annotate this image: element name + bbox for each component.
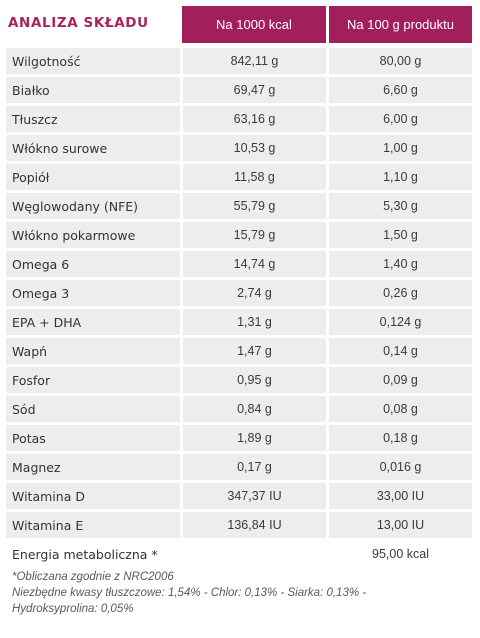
row-label: Popiół: [6, 164, 180, 190]
row-label: Omega 6: [6, 251, 180, 277]
column-header-per-1000-kcal: Na 1000 kcal: [182, 6, 326, 43]
row-label: Witamina E: [6, 512, 180, 538]
value-per-1000-kcal: 842,11 g: [183, 48, 326, 74]
row-label: Włókno surowe: [6, 135, 180, 161]
table-row: Wilgotność 842,11 g 80,00 g: [6, 48, 472, 74]
value-per-1000-kcal: 11,58 g: [183, 164, 326, 190]
row-label: Wapń: [6, 338, 180, 364]
table-row: Białko 69,47 g 6,60 g: [6, 77, 472, 103]
value-per-1000-kcal: 14,74 g: [183, 251, 326, 277]
table-row: Witamina E 136,84 IU 13,00 IU: [6, 512, 472, 538]
value-per-1000-kcal: 10,53 g: [183, 135, 326, 161]
row-label: Sód: [6, 396, 180, 422]
value-per-1000-kcal: 15,79 g: [183, 222, 326, 248]
row-label: Włókno pokarmowe: [6, 222, 180, 248]
value-per-100-g: 1,50 g: [329, 222, 472, 248]
value-per-1000-kcal: 0,84 g: [183, 396, 326, 422]
table-row: EPA + DHA 1,31 g 0,124 g: [6, 309, 472, 335]
row-label: Fosfor: [6, 367, 180, 393]
table-row: Włókno pokarmowe 15,79 g 1,50 g: [6, 222, 472, 248]
value-per-1000-kcal: 55,79 g: [183, 193, 326, 219]
row-label: Wilgotność: [6, 48, 180, 74]
footnote-hydroxyproline: Hydroksyprolina: 0,05%: [12, 603, 134, 615]
value-per-100-g: 0,09 g: [329, 367, 472, 393]
table-row: Węglowodany (NFE) 55,79 g 5,30 g: [6, 193, 472, 219]
table-row: Sód 0,84 g 0,08 g: [6, 396, 472, 422]
value-per-1000-kcal: 2,74 g: [183, 280, 326, 306]
table-body: Wilgotność 842,11 g 80,00 g Białko 69,47…: [6, 48, 472, 570]
value-per-100-g: 1,10 g: [329, 164, 472, 190]
table-row: Magnez 0,17 g 0,016 g: [6, 454, 472, 480]
value-per-100-g: 13,00 IU: [329, 512, 472, 538]
row-label: Węglowodany (NFE): [6, 193, 180, 219]
table-row-energy: Energia metaboliczna * 95,00 kcal: [6, 541, 472, 567]
table-row: Popiół 11,58 g 1,10 g: [6, 164, 472, 190]
column-header-per-100-g: Na 100 g produktu: [329, 6, 472, 43]
table-title: ANALIZA SKŁADU: [8, 15, 149, 31]
value-per-1000-kcal: 0,17 g: [183, 454, 326, 480]
value-per-100-g: 0,14 g: [329, 338, 472, 364]
value-per-1000-kcal: 347,37 IU: [183, 483, 326, 509]
value-per-100-g: 1,40 g: [329, 251, 472, 277]
value-per-1000-kcal: [183, 541, 326, 567]
value-per-1000-kcal: 1,31 g: [183, 309, 326, 335]
table-header: ANALIZA SKŁADU Na 1000 kcal Na 100 g pro…: [0, 6, 480, 43]
table-row: Omega 6 14,74 g 1,40 g: [6, 251, 472, 277]
value-per-100-g: 0,08 g: [329, 396, 472, 422]
table-row: Włókno surowe 10,53 g 1,00 g: [6, 135, 472, 161]
value-per-100-g: 33,00 IU: [329, 483, 472, 509]
table-row: Tłuszcz 63,16 g 6,00 g: [6, 106, 472, 132]
value-per-1000-kcal: 1,47 g: [183, 338, 326, 364]
value-per-1000-kcal: 69,47 g: [183, 77, 326, 103]
table-row: Omega 3 2,74 g 0,26 g: [6, 280, 472, 306]
row-label: Magnez: [6, 454, 180, 480]
value-per-100-g: 1,00 g: [329, 135, 472, 161]
value-per-100-g: 95,00 kcal: [372, 547, 429, 561]
value-per-100-g: 80,00 g: [329, 48, 472, 74]
table-row: Witamina D 347,37 IU 33,00 IU: [6, 483, 472, 509]
value-per-1000-kcal: 63,16 g: [183, 106, 326, 132]
row-label: Potas: [6, 425, 180, 451]
row-label: EPA + DHA: [6, 309, 180, 335]
row-label: Witamina D: [6, 483, 180, 509]
footnote-nrc: *Obliczana zgodnie z NRC2006: [12, 571, 174, 583]
value-per-100-g: 5,30 g: [329, 193, 472, 219]
row-label: Tłuszcz: [6, 106, 180, 132]
footnotes: *Obliczana zgodnie z NRC2006 Niezbędne k…: [12, 569, 472, 617]
value-per-100-g: 0,18 g: [329, 425, 472, 451]
value-per-100-g: 0,016 g: [329, 454, 472, 480]
value-per-100-g: 0,26 g: [329, 280, 472, 306]
value-per-1000-kcal: 1,89 g: [183, 425, 326, 451]
row-label: Białko: [6, 77, 180, 103]
value-per-100-g: 6,00 g: [329, 106, 472, 132]
value-per-100-g: 6,60 g: [329, 77, 472, 103]
table-row: Potas 1,89 g 0,18 g: [6, 425, 472, 451]
row-label: Energia metaboliczna *: [12, 546, 158, 562]
footnote-fatty-acids: Niezbędne kwasy tłuszczowe: 1,54% - Chlo…: [12, 587, 367, 599]
value-per-1000-kcal: 136,84 IU: [183, 512, 326, 538]
row-label: Omega 3: [6, 280, 180, 306]
value-per-1000-kcal: 0,95 g: [183, 367, 326, 393]
value-per-100-g: 0,124 g: [329, 309, 472, 335]
table-row: Fosfor 0,95 g 0,09 g: [6, 367, 472, 393]
table-row: Wapń 1,47 g 0,14 g: [6, 338, 472, 364]
